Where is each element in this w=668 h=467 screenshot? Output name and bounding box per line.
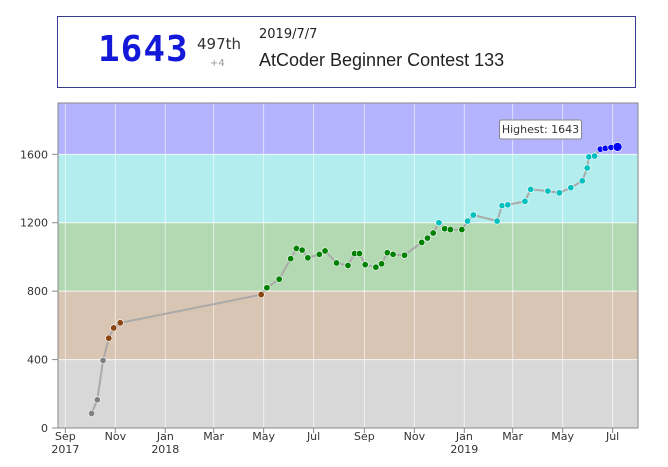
x-tick-label: Jul xyxy=(306,430,320,443)
rating-point xyxy=(578,177,586,185)
plot-frame xyxy=(57,102,639,429)
y-tick-label: 800 xyxy=(27,285,48,298)
rating-point xyxy=(257,291,265,299)
x-tick-label: Sep xyxy=(354,430,375,443)
band-green xyxy=(58,222,638,292)
rating-point xyxy=(555,189,563,197)
contest-name: AtCoder Beginner Contest 133 xyxy=(259,50,505,70)
rating-point xyxy=(263,284,271,292)
rating-point xyxy=(583,164,591,172)
rating-point xyxy=(88,409,96,417)
rating-point xyxy=(389,250,397,258)
rating-point xyxy=(423,234,431,242)
rating-point xyxy=(401,251,409,259)
rating-point xyxy=(469,211,477,219)
current-rating: 1643 xyxy=(98,29,189,70)
rating-color-bands xyxy=(58,103,638,428)
highest-tooltip: Highest: 1643 xyxy=(499,119,583,140)
x-tick-label: Jan xyxy=(455,430,473,443)
rating-point xyxy=(544,187,552,195)
x-tick-label: Mar xyxy=(203,430,224,443)
contest-place: 497th xyxy=(197,35,242,53)
highest-tooltip-box xyxy=(499,119,583,140)
rating-point xyxy=(429,229,437,237)
rating-point xyxy=(591,152,599,160)
rating-diff: +4 xyxy=(210,58,225,69)
rating-point xyxy=(105,334,113,342)
band-cyan xyxy=(58,154,638,223)
rating-point xyxy=(446,226,454,234)
x-tick-label: Nov xyxy=(105,430,127,443)
x-tick-label: Jan xyxy=(156,430,174,443)
y-tick-label: 1200 xyxy=(20,217,48,230)
rating-point xyxy=(464,217,472,225)
rating-point xyxy=(493,217,501,225)
contest-status-box: 1643 497th +4 2019/7/7 AtCoder Beginner … xyxy=(57,16,636,88)
rating-point xyxy=(585,153,593,161)
rating-point xyxy=(287,255,295,263)
rating-point xyxy=(344,261,352,269)
rating-point xyxy=(298,246,306,254)
x-tick-label: May xyxy=(252,430,275,443)
rating-point xyxy=(612,142,623,152)
rating-point xyxy=(441,225,449,233)
rating-point xyxy=(333,259,341,267)
x-tick-year: 2018 xyxy=(151,443,179,456)
rating-point xyxy=(435,219,443,227)
band-brown xyxy=(58,291,638,360)
rating-point xyxy=(315,250,323,258)
rating-point xyxy=(601,144,609,152)
rating-point xyxy=(527,185,535,193)
x-tick-label: Sep xyxy=(55,430,76,443)
rating-point xyxy=(521,197,529,205)
chart-gridlines xyxy=(58,103,638,429)
x-tick-label: Mar xyxy=(502,430,523,443)
rating-point xyxy=(567,184,575,192)
rating-point xyxy=(383,249,391,257)
x-tick-year: 2017 xyxy=(51,443,79,456)
y-tick-label: 400 xyxy=(27,354,48,367)
rating-point xyxy=(304,254,312,262)
rating-point xyxy=(99,356,107,364)
rating-point xyxy=(498,202,506,210)
highest-tooltip-text: Highest: 1643 xyxy=(502,123,579,136)
rating-point xyxy=(361,261,369,269)
x-tick-label: May xyxy=(551,430,574,443)
x-tick-label: Jul xyxy=(605,430,619,443)
rating-point xyxy=(378,260,386,268)
band-gray xyxy=(58,359,638,428)
y-tick-label: 1600 xyxy=(20,148,48,161)
rating-point xyxy=(321,247,329,255)
rating-point xyxy=(116,319,124,327)
rating-point xyxy=(292,244,300,252)
y-tick-label: 0 xyxy=(41,422,48,435)
rating-point xyxy=(355,250,363,258)
rating-point xyxy=(372,263,380,271)
x-tick-label: Nov xyxy=(404,430,426,443)
rating-point xyxy=(93,396,101,404)
rating-point xyxy=(504,201,512,209)
contest-date: 2019/7/7 xyxy=(259,27,318,42)
rating-point xyxy=(418,238,426,246)
rating-points xyxy=(88,142,623,417)
y-axis-ticks: 0 400 800 1200 1600 xyxy=(20,148,58,435)
rating-point xyxy=(275,275,283,283)
rating-point xyxy=(110,324,118,332)
x-tick-year: 2019 xyxy=(450,443,478,456)
rating-point xyxy=(458,226,466,234)
